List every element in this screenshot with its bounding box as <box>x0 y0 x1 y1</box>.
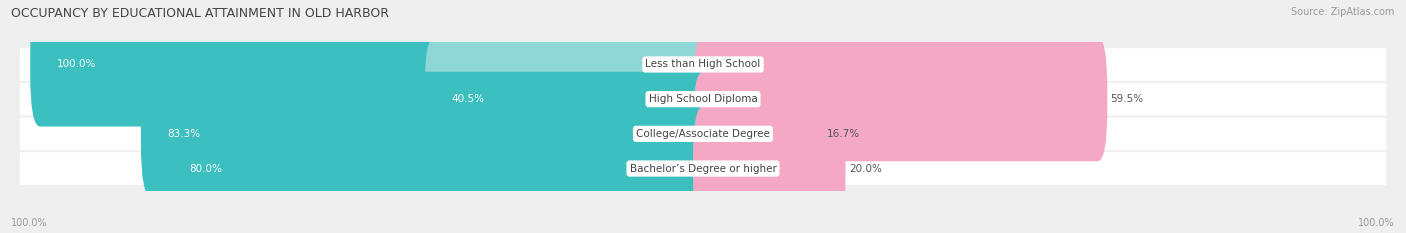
FancyBboxPatch shape <box>20 48 1386 81</box>
FancyBboxPatch shape <box>163 106 713 231</box>
FancyBboxPatch shape <box>693 72 824 196</box>
Text: Less than High School: Less than High School <box>645 59 761 69</box>
FancyBboxPatch shape <box>693 37 1108 161</box>
FancyBboxPatch shape <box>425 37 713 161</box>
Text: 40.5%: 40.5% <box>451 94 484 104</box>
Text: Bachelor’s Degree or higher: Bachelor’s Degree or higher <box>630 164 776 174</box>
Text: 0.0%: 0.0% <box>730 59 756 69</box>
Text: College/Associate Degree: College/Associate Degree <box>636 129 770 139</box>
FancyBboxPatch shape <box>20 83 1386 116</box>
FancyBboxPatch shape <box>141 72 713 196</box>
Text: 20.0%: 20.0% <box>849 164 882 174</box>
Text: 80.0%: 80.0% <box>190 164 222 174</box>
Text: 83.3%: 83.3% <box>167 129 201 139</box>
Text: Source: ZipAtlas.com: Source: ZipAtlas.com <box>1291 7 1395 17</box>
Text: 100.0%: 100.0% <box>56 59 96 69</box>
FancyBboxPatch shape <box>20 117 1386 150</box>
Text: High School Diploma: High School Diploma <box>648 94 758 104</box>
Text: OCCUPANCY BY EDUCATIONAL ATTAINMENT IN OLD HARBOR: OCCUPANCY BY EDUCATIONAL ATTAINMENT IN O… <box>11 7 389 20</box>
FancyBboxPatch shape <box>693 106 845 231</box>
Text: 59.5%: 59.5% <box>1111 94 1143 104</box>
Text: 100.0%: 100.0% <box>11 218 48 228</box>
FancyBboxPatch shape <box>20 152 1386 185</box>
Text: 100.0%: 100.0% <box>1358 218 1395 228</box>
FancyBboxPatch shape <box>30 2 713 127</box>
Text: 16.7%: 16.7% <box>827 129 860 139</box>
